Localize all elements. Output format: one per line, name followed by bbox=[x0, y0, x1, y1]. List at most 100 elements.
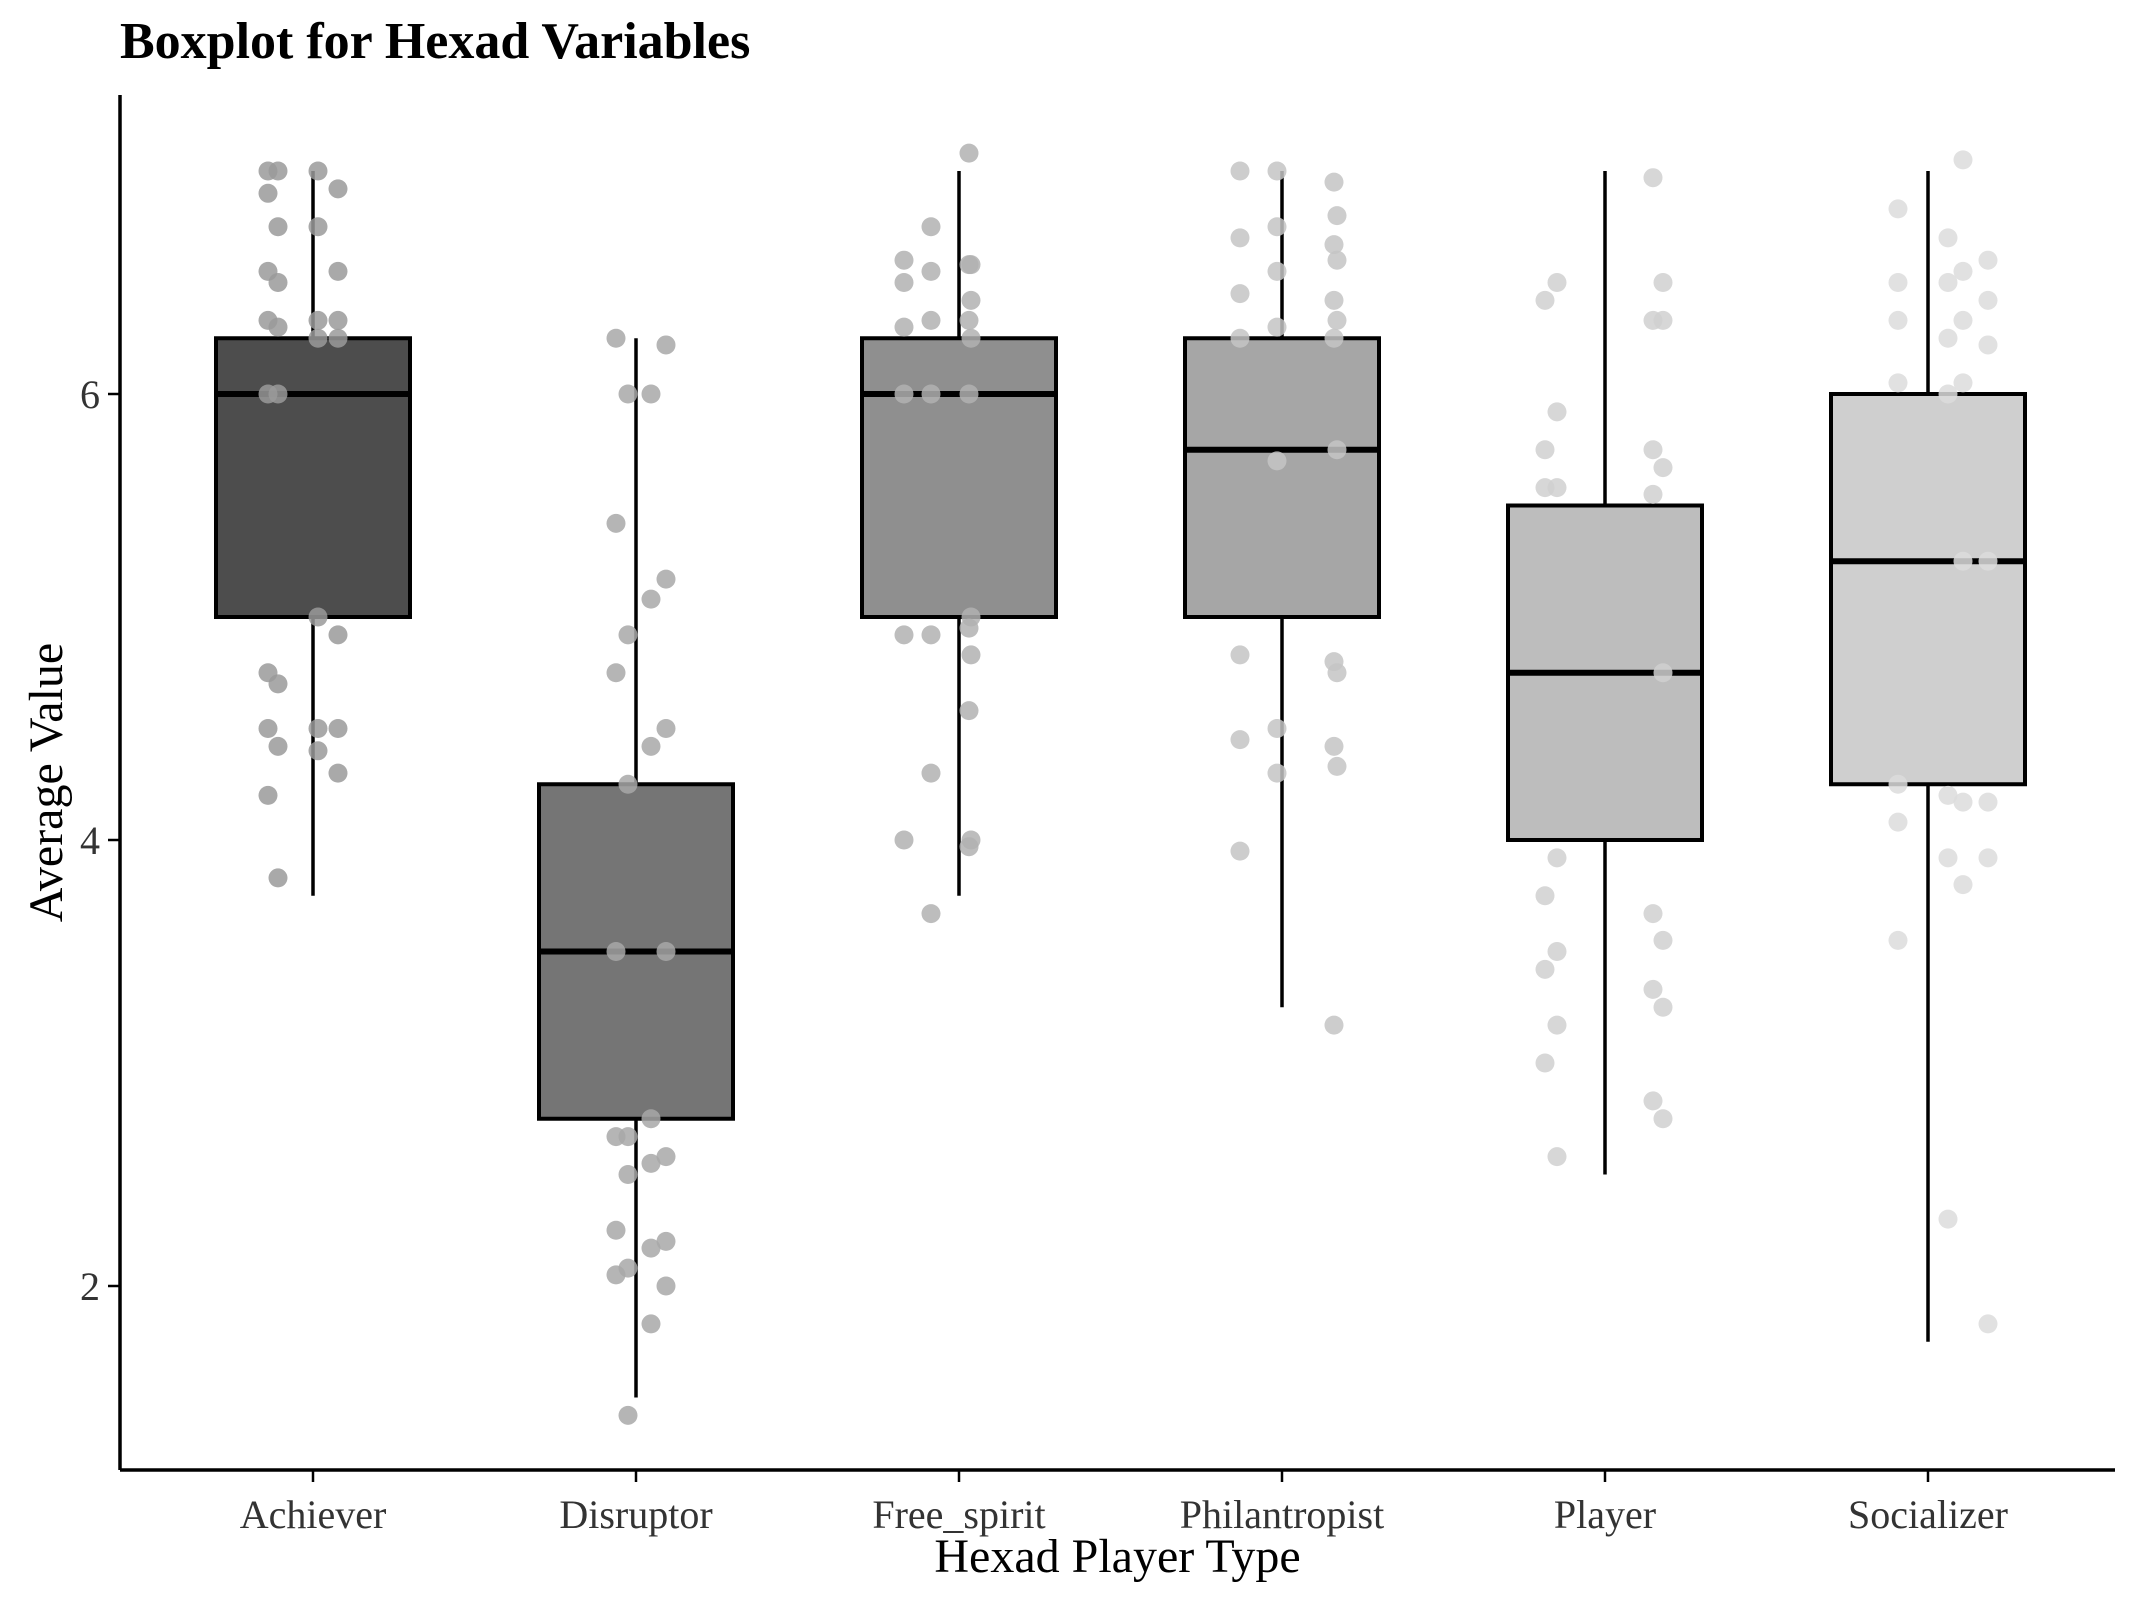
data-point bbox=[1267, 763, 1287, 783]
data-point bbox=[1938, 848, 1958, 868]
data-point bbox=[268, 273, 288, 292]
data-point bbox=[1324, 1015, 1344, 1035]
data-point bbox=[1643, 1091, 1663, 1111]
data-point bbox=[1643, 904, 1663, 924]
box-group-socializer bbox=[1829, 150, 2027, 1342]
data-point bbox=[1888, 199, 1908, 219]
data-point bbox=[1938, 273, 1958, 292]
data-point bbox=[1978, 290, 1998, 310]
data-point bbox=[1953, 875, 1973, 895]
data-point bbox=[921, 904, 941, 924]
data-point bbox=[1888, 930, 1908, 950]
data-point bbox=[1547, 848, 1567, 868]
data-point bbox=[618, 1405, 638, 1425]
data-point bbox=[656, 1231, 676, 1251]
data-point bbox=[959, 384, 979, 404]
data-point bbox=[268, 868, 288, 888]
data-point bbox=[618, 1165, 638, 1184]
data-point bbox=[308, 719, 328, 738]
data-point bbox=[1547, 1147, 1567, 1167]
data-point bbox=[921, 261, 941, 281]
data-point bbox=[1953, 150, 1973, 170]
data-point bbox=[921, 384, 941, 404]
data-point bbox=[1267, 719, 1287, 738]
data-point bbox=[1888, 812, 1908, 832]
data-point bbox=[328, 763, 348, 783]
data-point bbox=[1267, 217, 1287, 237]
data-point bbox=[1888, 774, 1908, 794]
box-iqr bbox=[1829, 392, 2027, 787]
data-point bbox=[1653, 930, 1673, 950]
data-point bbox=[1267, 317, 1287, 337]
x-tick-label: Free_spirit bbox=[872, 1492, 1045, 1537]
data-point bbox=[1653, 458, 1673, 478]
data-point bbox=[1653, 1109, 1673, 1129]
data-point bbox=[1643, 440, 1663, 460]
data-point bbox=[258, 719, 278, 738]
data-point bbox=[959, 143, 979, 163]
data-point bbox=[921, 217, 941, 237]
data-point bbox=[641, 736, 661, 756]
data-point bbox=[921, 625, 941, 645]
data-point bbox=[1978, 335, 1998, 355]
data-point bbox=[606, 1265, 626, 1285]
x-tick-label: Philantropist bbox=[1180, 1492, 1384, 1537]
data-point bbox=[268, 384, 288, 404]
data-point bbox=[921, 763, 941, 783]
data-point bbox=[959, 701, 979, 721]
x-axis-title: Hexad Player Type bbox=[934, 1530, 1300, 1583]
data-point bbox=[1327, 440, 1347, 460]
data-point bbox=[1978, 792, 1998, 812]
data-point bbox=[1535, 886, 1555, 906]
data-point bbox=[1938, 384, 1958, 404]
data-point bbox=[258, 183, 278, 203]
data-point bbox=[641, 1238, 661, 1258]
data-point bbox=[1230, 161, 1250, 181]
data-point bbox=[328, 261, 348, 281]
data-point bbox=[921, 310, 941, 330]
data-point bbox=[1653, 997, 1673, 1017]
data-point bbox=[1535, 440, 1555, 460]
data-point bbox=[1888, 273, 1908, 292]
data-point bbox=[268, 217, 288, 237]
data-point bbox=[1938, 328, 1958, 348]
data-point bbox=[1953, 261, 1973, 281]
x-tick-label: Socializer bbox=[1848, 1492, 2008, 1537]
y-tick-label: 4 bbox=[80, 818, 100, 863]
data-point bbox=[961, 645, 981, 665]
data-point bbox=[1230, 645, 1250, 665]
data-point bbox=[1327, 663, 1347, 683]
data-point bbox=[1267, 451, 1287, 471]
data-point bbox=[641, 384, 661, 404]
x-tick-label: Disruptor bbox=[559, 1492, 712, 1537]
data-point bbox=[961, 290, 981, 310]
data-point bbox=[268, 674, 288, 694]
axes: 2 4 6 Achiever Disruptor Free_spirit Philantro… bbox=[80, 372, 2008, 1537]
data-point bbox=[606, 1220, 626, 1240]
data-point bbox=[894, 384, 914, 404]
data-point bbox=[606, 328, 626, 348]
x-tick-label: Achiever bbox=[240, 1492, 387, 1537]
data-point bbox=[1535, 478, 1555, 498]
data-point bbox=[328, 719, 348, 738]
data-point bbox=[641, 1153, 661, 1173]
y-axis-title: Average Value bbox=[20, 643, 73, 922]
data-point bbox=[308, 328, 328, 348]
data-point bbox=[308, 607, 328, 627]
data-point bbox=[618, 625, 638, 645]
data-point bbox=[1547, 1015, 1567, 1035]
data-point bbox=[1547, 402, 1567, 422]
data-point bbox=[1535, 959, 1555, 979]
box-iqr bbox=[214, 336, 412, 619]
data-point bbox=[1643, 168, 1663, 188]
data-point bbox=[618, 774, 638, 794]
data-point bbox=[1324, 235, 1344, 255]
data-point bbox=[961, 328, 981, 348]
data-point bbox=[1547, 942, 1567, 961]
data-point bbox=[1938, 785, 1958, 805]
data-point bbox=[268, 317, 288, 337]
box-group-free_spirit bbox=[860, 143, 1058, 924]
data-point bbox=[308, 161, 328, 181]
data-point bbox=[1953, 551, 1973, 571]
